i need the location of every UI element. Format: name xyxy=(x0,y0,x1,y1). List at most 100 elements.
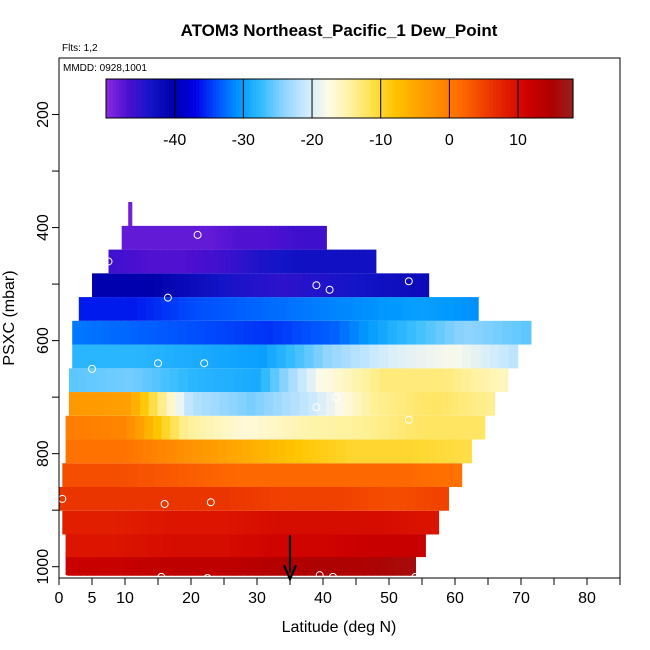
heatmap-cell xyxy=(270,463,280,487)
heatmap-cell xyxy=(266,225,272,250)
colorbar-swatch xyxy=(346,79,351,118)
heatmap-cell xyxy=(334,487,344,511)
sample-point xyxy=(312,281,321,290)
heatmap-cell xyxy=(118,533,127,558)
heatmap-cell xyxy=(286,487,295,511)
heatmap-cell xyxy=(125,510,134,535)
heatmap-cell xyxy=(109,344,120,369)
heatmap-cell xyxy=(179,415,189,440)
plot-frame xyxy=(58,57,621,579)
colorbar-swatch xyxy=(352,79,357,118)
heatmap-cell xyxy=(231,249,238,274)
heatmap-cell xyxy=(68,392,79,416)
colorbar-swatch xyxy=(149,79,154,118)
heatmap-cell xyxy=(489,368,500,393)
heatmap-cell xyxy=(411,297,421,321)
heatmap-cell xyxy=(253,487,263,511)
heatmap-cell xyxy=(318,415,329,440)
heatmap-cell xyxy=(262,552,271,576)
sample-point xyxy=(312,403,321,412)
heatmap-cell xyxy=(264,249,271,274)
colorbar-swatch xyxy=(209,79,214,118)
heatmap-cell xyxy=(330,273,339,298)
heatmap-cell xyxy=(75,487,84,511)
heatmap-cell xyxy=(194,225,200,250)
heatmap-cell xyxy=(145,552,154,576)
heatmap-cell xyxy=(521,320,532,345)
heatmap-cell xyxy=(95,297,105,321)
colorbar-swatch xyxy=(256,79,261,118)
heatmap-cell xyxy=(467,392,478,416)
heatmap-cell xyxy=(225,552,234,576)
heatmap-cell xyxy=(148,533,157,558)
heatmap-cell xyxy=(183,344,194,369)
heatmap-cell xyxy=(95,533,104,558)
heatmap-cell xyxy=(450,392,460,416)
heatmap-cell xyxy=(232,273,240,298)
heatmap-cell xyxy=(100,320,112,345)
colorbar-swatch xyxy=(432,79,437,118)
heatmap-cell xyxy=(434,368,445,393)
heatmap-cell xyxy=(132,510,142,535)
heatmap-cell xyxy=(239,344,250,369)
heatmap-cell xyxy=(407,510,416,535)
heatmap-cell xyxy=(291,552,300,576)
heatmap-cell xyxy=(325,249,332,274)
heatmap-cell xyxy=(441,392,451,416)
heatmap-cell xyxy=(508,344,519,369)
heatmap-cell xyxy=(74,415,84,440)
colorbar-swatch xyxy=(566,79,571,118)
heatmap-cell xyxy=(152,415,163,440)
heatmap-cell xyxy=(172,510,181,535)
colorbar-swatch xyxy=(459,79,464,118)
colorbar-swatch xyxy=(362,79,367,118)
heatmap-cell xyxy=(128,297,138,321)
heatmap-cell xyxy=(284,552,293,576)
heatmap-cell xyxy=(222,533,232,558)
heatmap-cell xyxy=(123,552,132,576)
heatmap-cell xyxy=(464,320,475,345)
heatmap-cell xyxy=(65,415,75,440)
heatmap-cell xyxy=(322,225,327,250)
heatmap-cell xyxy=(229,344,240,369)
heatmap-cell xyxy=(416,368,427,393)
colorbar-swatch xyxy=(272,79,277,118)
heatmap-cell xyxy=(266,415,276,440)
heatmap-cell xyxy=(315,368,326,393)
colorbar-swatch xyxy=(529,79,534,118)
heatmap-cell xyxy=(182,552,191,576)
heatmap-cell xyxy=(255,552,263,576)
heatmap-cell xyxy=(148,510,157,535)
heatmap-cell xyxy=(352,368,363,393)
heatmap-cell xyxy=(147,225,153,250)
colorbar-swatch xyxy=(556,79,561,118)
heatmap-cell xyxy=(328,297,338,321)
heatmap-cell xyxy=(85,510,95,535)
colorbar-tick-label: -40 xyxy=(163,132,186,149)
colorbar-tick-label: -20 xyxy=(300,132,323,149)
heatmap-cell xyxy=(471,344,482,369)
heatmap-cell xyxy=(275,249,282,274)
heatmap-cell xyxy=(336,415,346,440)
heatmap-cell xyxy=(81,320,92,345)
heatmap-cell xyxy=(65,533,74,558)
heatmap-cell xyxy=(211,273,219,298)
colorbar-swatch xyxy=(436,79,441,118)
heatmap-cell xyxy=(499,344,510,369)
heatmap-cell xyxy=(169,249,176,274)
heatmap-cell xyxy=(267,533,277,558)
heatmap-cell xyxy=(174,344,185,369)
heatmap-cell xyxy=(350,344,361,369)
heatmap-cell xyxy=(122,392,132,416)
heatmap-cell xyxy=(372,273,381,298)
heatmap-cell xyxy=(253,273,261,298)
heatmap-cell xyxy=(164,225,170,250)
heatmap-cell xyxy=(197,273,205,298)
heatmap-cell xyxy=(379,368,390,393)
heatmap-cell xyxy=(125,249,132,274)
heatmap-cell xyxy=(380,533,389,558)
colorbar-swatch xyxy=(192,79,197,118)
sample-point xyxy=(371,582,380,591)
heatmap-cell xyxy=(153,249,160,274)
heatmap-cell xyxy=(252,533,262,558)
